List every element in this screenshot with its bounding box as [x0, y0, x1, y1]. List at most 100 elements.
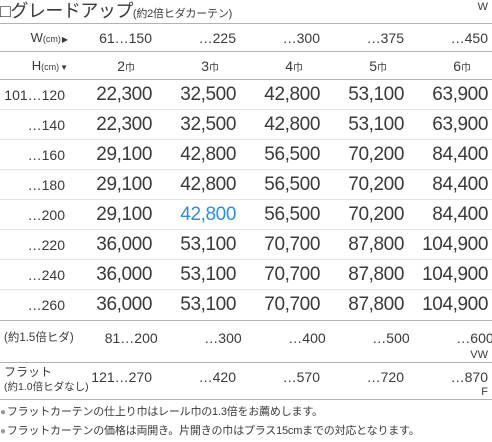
table-row: 101…120 22,300 32,500 42,800 53,100 63,9… — [0, 80, 492, 110]
price-cell: 87,800 — [348, 294, 404, 315]
variant-width-range: …870 — [450, 369, 488, 385]
price-cell: 70,700 — [264, 294, 320, 315]
variant-row-flat: フラット (約1.0倍ヒダなし) 121…270 …420 …570 …720 … — [0, 362, 492, 400]
variant-width-range: 81…200 — [104, 330, 158, 346]
price-cell: 84,400 — [432, 143, 488, 165]
height-unit: (cm) — [41, 62, 60, 72]
price-cell: 29,100 — [96, 143, 152, 165]
height-range: …240 — [27, 266, 65, 283]
price-cell: 70,200 — [348, 173, 404, 195]
width-header-row: W(cm)▶ 61…150 …225 …300 …375 …450 — [0, 24, 492, 52]
variant-width-range: …720 — [366, 369, 404, 385]
price-cell: 63,900 — [432, 113, 488, 135]
width-axis-label: W(cm)▶ — [0, 30, 68, 45]
price-cell: 36,000 — [96, 294, 152, 315]
width-range: …225 — [198, 29, 236, 46]
variant-width-range: …420 — [198, 369, 236, 385]
footnote-text: フラットカーテンの価格は両開き。片開きの巾はプラス15cmまでの対応となります。 — [6, 425, 420, 437]
height-letter: H — [31, 58, 42, 73]
width-unit: (cm) — [42, 34, 61, 44]
panel-count: 2巾 — [68, 58, 152, 74]
price-cell: 56,500 — [264, 143, 320, 165]
right-arrow-icon: ▶ — [61, 35, 68, 44]
table-row: …260 36,000 53,100 70,700 87,800 104,900 — [0, 290, 492, 320]
variant-row-pleat-1-5: (約1.5倍ヒダ) 81…200 …300 …400 …500 …600 VW — [0, 320, 492, 362]
footnote: ●フラットカーテンの仕上り巾はレール巾の1.3倍をお薦めします。 — [0, 403, 492, 422]
table-row: …240 36,000 53,100 70,700 87,800 104,900 — [0, 260, 492, 290]
panel-number: 5 — [369, 57, 377, 74]
width-range: 61…150 — [99, 29, 152, 46]
price-cell: 84,400 — [432, 203, 488, 225]
variant-width-range: …500 — [372, 330, 410, 346]
height-range: …220 — [27, 236, 65, 253]
price-cell: 42,800 — [264, 83, 320, 105]
down-arrow-icon: ▼ — [60, 63, 68, 72]
height-range: …160 — [27, 146, 65, 163]
width-range: …375 — [366, 29, 404, 46]
variant-labels: フラット (約1.0倍ヒダなし) — [4, 364, 89, 395]
price-cell: 42,800 — [180, 143, 236, 165]
panel-number: 3 — [201, 57, 209, 74]
price-cell: 53,100 — [180, 233, 236, 255]
price-cell: 87,800 — [348, 263, 404, 285]
price-cell: 56,500 — [264, 173, 320, 195]
panel-unit: 巾 — [461, 62, 471, 74]
price-cell: 70,700 — [264, 263, 320, 285]
bullet-icon: ● — [0, 426, 6, 437]
price-cell: 84,400 — [432, 173, 488, 195]
variant-width-range: …600 — [456, 330, 492, 346]
panel-header-row: H(cm)▼ 2巾 3巾 4巾 5巾 6巾 — [0, 52, 492, 80]
price-cell: 22,300 — [96, 83, 152, 105]
price-cell: 42,800 — [180, 173, 236, 195]
product-code: W — [477, 1, 488, 13]
panel-unit: 巾 — [209, 62, 219, 74]
panel-number: 6 — [453, 57, 461, 74]
height-range: …260 — [27, 297, 65, 313]
table-row: …140 22,300 32,500 42,800 53,100 63,900 — [0, 110, 492, 140]
height-range: …140 — [27, 116, 65, 133]
panel-count: 5巾 — [320, 58, 404, 74]
table-row: …200 29,100 42,800 56,500 70,200 84,400 — [0, 200, 492, 230]
price-cell: 70,200 — [348, 203, 404, 225]
price-cell: 22,300 — [96, 113, 152, 135]
footnote-text: フラットカーテンの仕上り巾はレール巾の1.3倍をお薦めします。 — [6, 406, 323, 418]
price-cell: 29,100 — [96, 173, 152, 195]
table-row: …180 29,100 42,800 56,500 70,200 84,400 — [0, 170, 492, 200]
title-main: □グレードアップ — [0, 1, 133, 21]
panel-number: 4 — [285, 57, 293, 74]
price-cell: 70,200 — [348, 143, 404, 165]
panel-unit: 巾 — [377, 62, 387, 74]
variant-label: フラット — [4, 365, 53, 379]
table-row: …160 29,100 42,800 56,500 70,200 84,400 — [0, 140, 492, 170]
price-cell: 104,900 — [422, 233, 488, 255]
price-cell: 53,100 — [348, 113, 404, 135]
title-sub: (約2倍ヒダカーテン) — [132, 8, 233, 20]
bullet-icon: ● — [0, 407, 6, 418]
panel-count: 4巾 — [236, 58, 320, 74]
panel-unit: 巾 — [125, 62, 135, 74]
height-axis-label: H(cm)▼ — [0, 58, 68, 73]
price-cell-highlighted: 42,800 — [180, 203, 236, 225]
price-cell: 32,500 — [180, 83, 236, 105]
variant-width-row: (約1.5倍ヒダ) 81…200 …300 …400 …500 …600 — [0, 321, 492, 348]
price-cell: 87,800 — [348, 233, 404, 255]
panel-unit: 巾 — [293, 62, 303, 74]
variant-width-range: …570 — [282, 369, 320, 385]
height-range: …200 — [27, 206, 65, 223]
variant-note: (約1.0倍ヒダなし) — [4, 381, 89, 393]
width-range: …450 — [450, 29, 488, 46]
price-cell: 104,900 — [422, 294, 488, 315]
price-cell: 29,100 — [96, 203, 152, 225]
panel-count: 6巾 — [404, 58, 488, 74]
price-cell: 36,000 — [96, 233, 152, 255]
variant-width-range: …300 — [204, 330, 242, 346]
width-letter: W — [30, 30, 43, 45]
variant-width-row: 121…270 …420 …570 …720 …870 — [0, 363, 492, 387]
price-cell: 56,500 — [264, 203, 320, 225]
height-range: …180 — [27, 176, 65, 193]
price-cell: 53,100 — [180, 294, 236, 315]
table-row: …220 36,000 53,100 70,700 87,800 104,900 — [0, 230, 492, 260]
panel-number: 2 — [117, 57, 125, 74]
variant-label: (約1.5倍ヒダ) — [4, 332, 74, 344]
price-cell: 53,100 — [348, 83, 404, 105]
